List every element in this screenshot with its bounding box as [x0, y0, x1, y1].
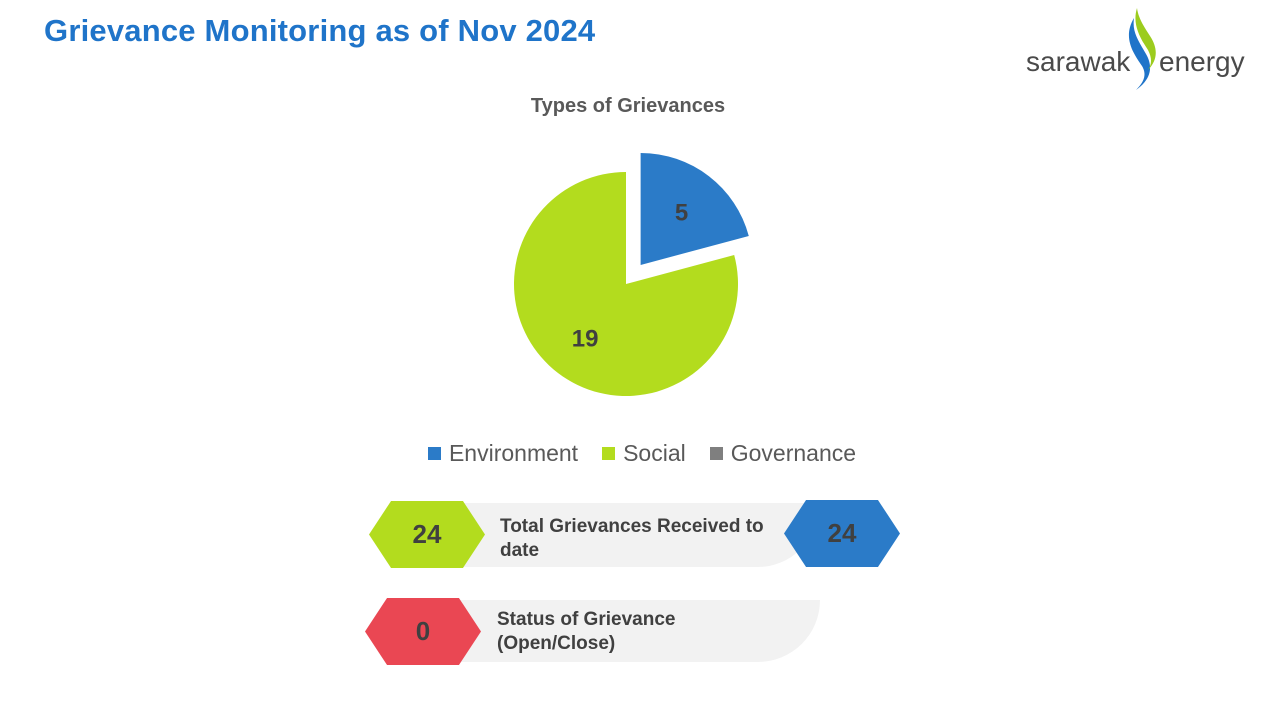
total-grievances-bar: [448, 503, 818, 567]
status-grievance-label: Status of Grievance (Open/Close): [497, 609, 676, 654]
total-grievances-right-value: 24: [827, 518, 857, 548]
legend-item-environment: Environment: [427, 440, 579, 467]
status-grievance-bar: [446, 600, 820, 662]
status-grievance-hexagon: 0: [365, 598, 481, 665]
logo-wave-icon: [1128, 8, 1156, 90]
legend-swatch-governance: [709, 447, 723, 460]
logo-word-energy: energy: [1159, 46, 1245, 77]
pie-slice-social: [514, 172, 739, 396]
total-grievances-label: Total Grievances Received to date: [500, 516, 764, 561]
total-grievances-left-hexagon: 24: [369, 501, 485, 568]
page-title: Grievance Monitoring as of Nov 2024: [44, 13, 596, 48]
legend-label-governance: Governance: [730, 440, 857, 466]
chart-legend: Environment Social Governance: [0, 440, 1280, 467]
legend-label-social: Social: [623, 440, 686, 466]
legend-swatch-environment: [427, 447, 441, 460]
chart-title: Types of Grievances: [530, 95, 726, 117]
legend-label-environment: Environment: [448, 440, 579, 466]
pie-label-social: 19: [572, 325, 599, 352]
status-grievance-value: 0: [415, 616, 431, 646]
pie-slice-environment: [640, 152, 749, 265]
pie-chart: 5 19: [514, 152, 749, 396]
total-grievances-right-hexagon: 24: [784, 500, 900, 567]
total-grievances-left-value: 24: [412, 519, 442, 549]
legend-item-social: Social: [602, 440, 686, 467]
sarawak-energy-logo: sarawak energy: [1024, 4, 1254, 94]
legend-swatch-social: [602, 447, 616, 460]
pie-label-environment: 5: [675, 200, 688, 227]
legend-item-governance: Governance: [709, 440, 857, 467]
logo-word-sarawak: sarawak: [1026, 46, 1131, 77]
